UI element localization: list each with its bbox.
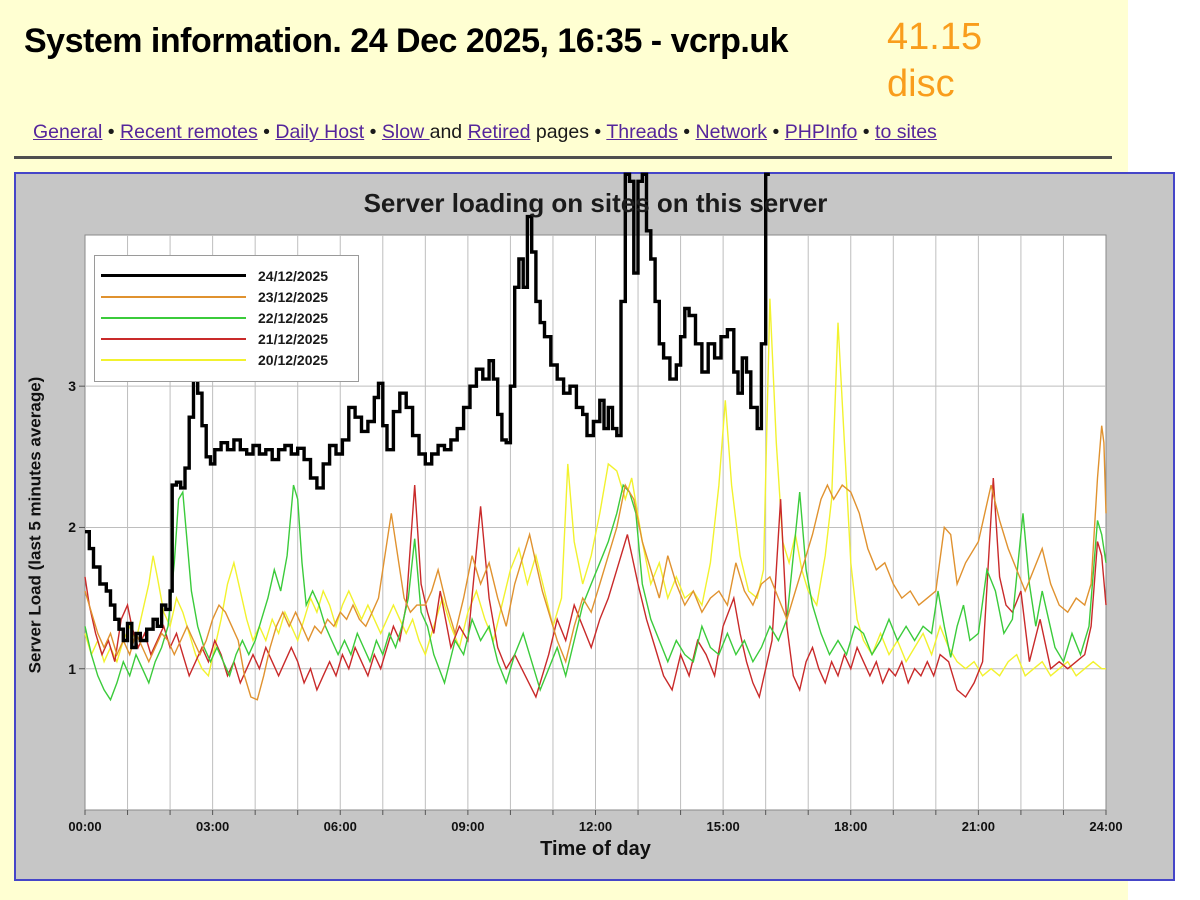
nav-separator: • xyxy=(364,121,382,143)
y-tick-label: 2 xyxy=(68,519,76,536)
legend-line-swatch xyxy=(101,295,246,298)
chart-legend: 24/12/2025 23/12/2025 22/12/2025 21/12/2025… xyxy=(94,255,359,382)
nav-link-slow[interactable]: Slow xyxy=(381,121,430,143)
nav-text-pages: pages xyxy=(535,121,589,143)
series-line-22-12-2025 xyxy=(84,483,1107,702)
y-tick-label: 1 xyxy=(68,660,76,677)
x-tick-label: 09:00 xyxy=(451,819,485,834)
disc-usage-label: disc xyxy=(887,63,955,105)
nav-separator: • xyxy=(257,121,276,143)
chart-title: Server loading on sites on this server xyxy=(363,188,828,218)
legend-item: 23/12/2025 xyxy=(101,286,358,307)
legend-item: 20/12/2025 xyxy=(101,349,358,370)
x-tick-label: 21:00 xyxy=(961,819,995,834)
legend-item: 22/12/2025 xyxy=(101,307,358,328)
legend-item: 24/12/2025 xyxy=(101,265,358,286)
nav-separator: • xyxy=(767,121,785,143)
legend-line-swatch xyxy=(101,274,246,277)
legend-label: 22/12/2025 xyxy=(258,309,329,326)
x-tick-label: 06:00 xyxy=(323,819,357,834)
nav-link-threads[interactable]: Threads xyxy=(606,121,678,143)
legend-label: 23/12/2025 xyxy=(258,288,329,305)
x-tick-label: 18:00 xyxy=(834,819,868,834)
disc-usage-value: 41.15 xyxy=(887,16,983,58)
nav-separator: • xyxy=(857,121,876,143)
legend-line-swatch xyxy=(101,316,246,319)
disc-usage-stat: 41.15 disc xyxy=(887,14,982,108)
nav-link-phpinfo[interactable]: PHPInfo xyxy=(784,121,858,143)
series-line-24-12-2025 xyxy=(85,172,770,650)
x-axis-title: Time of day xyxy=(540,838,651,860)
legend-label: 24/12/2025 xyxy=(258,267,329,284)
nav-link-retired[interactable]: Retired xyxy=(467,121,531,143)
nav-separator: • xyxy=(589,121,607,143)
nav-link-recent-remotes[interactable]: Recent remotes xyxy=(120,121,258,143)
x-tick-label: 12:00 xyxy=(578,819,613,834)
legend-label: 21/12/2025 xyxy=(258,330,329,347)
series-line-23-12-2025 xyxy=(84,425,1107,701)
series-line-20-12-2025 xyxy=(84,298,1106,678)
nav-separator: • xyxy=(102,121,121,143)
x-tick-label: 00:00 xyxy=(68,819,102,834)
series-line-21-12-2025 xyxy=(84,477,1107,700)
server-load-chart: Server loading on sites on this server S… xyxy=(14,172,1175,881)
nav-link-daily-host[interactable]: Daily Host xyxy=(275,121,365,143)
nav-separator: • xyxy=(677,121,696,143)
x-tick-label: 15:00 xyxy=(706,819,740,834)
nav-link-to-sites[interactable]: to sites xyxy=(875,121,937,143)
legend-item: 21/12/2025 xyxy=(101,328,358,349)
legend-line-swatch xyxy=(101,337,246,340)
x-tick-label: 03:00 xyxy=(196,819,230,834)
x-tick-label: 24:00 xyxy=(1089,819,1123,834)
main-nav: General • Recent remotes • Daily Host • … xyxy=(33,121,937,144)
legend-line-swatch xyxy=(101,358,246,361)
y-tick-label: 3 xyxy=(68,378,76,395)
nav-link-general[interactable]: General xyxy=(33,121,103,143)
nav-link-network[interactable]: Network xyxy=(695,121,768,143)
nav-text-and: and xyxy=(429,121,463,143)
horizontal-rule xyxy=(14,156,1112,159)
legend-label: 20/12/2025 xyxy=(258,351,329,368)
page-title: System information. 24 Dec 2025, 16:35 -… xyxy=(24,22,789,60)
